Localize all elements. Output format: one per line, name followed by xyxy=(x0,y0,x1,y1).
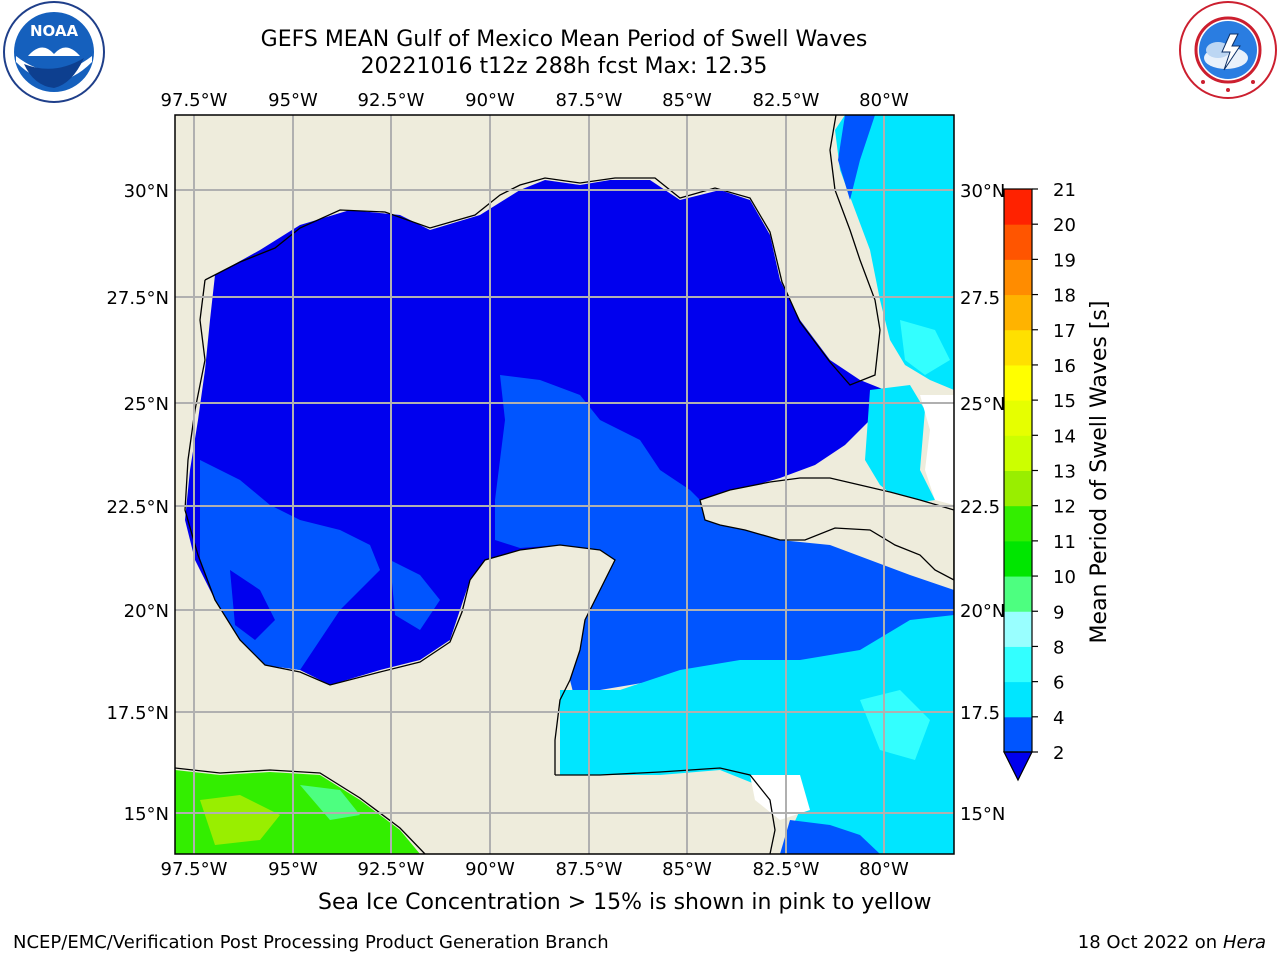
lat-label-right: 25°N xyxy=(960,394,1005,415)
lat-label-right: 30°N xyxy=(960,181,1005,202)
colorbar-segment xyxy=(1004,400,1032,436)
lat-label-left: 30°N xyxy=(124,181,169,202)
colorbar-segment xyxy=(1004,364,1032,401)
colorbar-tick-label: 11 xyxy=(1053,532,1076,553)
footer-left: NCEP/EMC/Verification Post Processing Pr… xyxy=(13,932,609,953)
colorbar-segment xyxy=(1004,611,1032,647)
colorbar-tick-label: 19 xyxy=(1053,250,1076,271)
caption: Sea Ice Concentration > 15% is shown in … xyxy=(318,890,932,915)
cuba-island xyxy=(699,477,954,581)
colorbar-tick-label: 6 xyxy=(1053,673,1064,694)
lat-label-left: 27.5°N xyxy=(106,288,169,309)
chart-title: GEFS MEAN Gulf of Mexico Mean Period of … xyxy=(260,27,868,52)
footer-host: Hera xyxy=(1222,932,1266,953)
lat-label-left: 15°N xyxy=(124,804,169,825)
colorbar-segment xyxy=(1004,224,1032,260)
lon-label-top: 82.5°W xyxy=(753,90,820,111)
map-frame xyxy=(174,114,955,855)
lat-label-right: 22.5 xyxy=(960,497,1000,518)
honduras-coast xyxy=(555,767,776,854)
colorbar: 2 4 6 8 9 10 11 12 13 14 15 16 17 18 19 20 21 xyxy=(1003,180,1076,782)
lat-label-right: 20°N xyxy=(960,601,1005,622)
mexico-gulf-coast xyxy=(184,279,471,686)
lon-label-bottom: 90°W xyxy=(465,859,515,880)
pacific-swell-patch xyxy=(300,785,360,820)
lon-label-top: 92.5°W xyxy=(358,90,425,111)
gulf-swell-patch xyxy=(390,560,440,630)
us-gulf-coast xyxy=(204,115,881,386)
colorbar-tick-label: 13 xyxy=(1053,462,1076,483)
lon-label-bottom: 80°W xyxy=(859,859,909,880)
colorbar-extend-arrow xyxy=(1003,751,1033,782)
lon-label-top: 85°W xyxy=(662,90,712,111)
colorbar-tick-label: 10 xyxy=(1053,567,1076,588)
caribbean-swell-patch xyxy=(780,820,880,854)
lon-label-bottom: 87.5°W xyxy=(556,859,623,880)
colorbar-tick-label: 21 xyxy=(1053,180,1076,201)
lat-label-left: 25°N xyxy=(124,394,169,415)
lat-label-left: 22.5°N xyxy=(106,497,169,518)
grid xyxy=(175,115,954,854)
colorbar-segment xyxy=(1004,576,1032,612)
no-data-area xyxy=(750,775,810,820)
caribbean-swell-region xyxy=(495,375,954,700)
colorbar-segment xyxy=(1004,540,1032,577)
colorbar-tick-label: 20 xyxy=(1053,215,1076,236)
lat-label-right: 27.5 xyxy=(960,288,1000,309)
colorbar-tick-label: 8 xyxy=(1053,637,1064,658)
lon-label-top: 97.5°W xyxy=(161,90,228,111)
atlantic-swell-region xyxy=(835,115,954,390)
colorbar-tick-label: 18 xyxy=(1053,286,1076,307)
colorbar-segment xyxy=(1004,505,1032,542)
colorbar-tick-label: 4 xyxy=(1053,708,1064,729)
colorbar-segment xyxy=(1004,189,1032,225)
colorbar-segment xyxy=(1004,646,1032,683)
lon-label-bottom: 97.5°W xyxy=(161,859,228,880)
pacific-swell-patch xyxy=(200,795,280,845)
colorbar-tick-label: 12 xyxy=(1053,497,1076,518)
atlantic-swell-patch xyxy=(838,115,875,200)
colorbar-tick-label: 15 xyxy=(1053,391,1076,412)
nws-logo xyxy=(1179,1,1277,99)
caribbean-swell-patch xyxy=(560,615,954,854)
lon-label-top: 95°W xyxy=(268,90,318,111)
lon-label-top: 90°W xyxy=(465,90,515,111)
gulf-swell-patch xyxy=(230,570,275,640)
footer-right: 18 Oct 2022 on Hera xyxy=(1078,932,1266,953)
colorbar-segment xyxy=(1004,435,1032,471)
lon-label-bottom: 95°W xyxy=(268,859,318,880)
yucatan-coast xyxy=(469,544,616,775)
colorbar-segment xyxy=(1004,294,1032,331)
lon-label-top: 80°W xyxy=(859,90,909,111)
footer-date: 18 Oct 2022 on xyxy=(1077,932,1223,953)
atlantic-swell-patch xyxy=(900,320,950,375)
noaa-logo-text: NOAA xyxy=(30,22,79,40)
lat-label-left: 20°N xyxy=(124,601,169,622)
lat-label-right: 17.5 xyxy=(960,703,1000,724)
pacific-coast xyxy=(175,767,426,854)
lon-label-bottom: 82.5°W xyxy=(753,859,820,880)
colorbar-label: Mean Period of Swell Waves [s] xyxy=(1087,301,1112,644)
colorbar-tick-label: 2 xyxy=(1053,743,1064,764)
lat-label-right: 15°N xyxy=(960,804,1005,825)
caribbean-swell-patch xyxy=(865,385,935,505)
colorbar-segment xyxy=(1004,681,1032,718)
lon-label-bottom: 85°W xyxy=(662,859,712,880)
colorbar-tick-label: 16 xyxy=(1053,356,1076,377)
colorbar-tick-label: 14 xyxy=(1053,426,1076,447)
lon-label-bottom: 92.5°W xyxy=(358,859,425,880)
noaa-logo: NOAA xyxy=(3,1,105,103)
lon-label-top: 87.5°W xyxy=(556,90,623,111)
colorbar-segment xyxy=(1004,329,1032,366)
colorbar-tick-label: 17 xyxy=(1053,321,1076,342)
no-data-area xyxy=(920,395,954,505)
colorbar-tick-label: 9 xyxy=(1053,602,1064,623)
caribbean-swell-patch xyxy=(860,690,930,760)
lat-label-left: 17.5°N xyxy=(106,703,169,724)
chart-subtitle: 20221016 t12z 288h fcst Max: 12.35 xyxy=(360,54,768,79)
colorbar-segment xyxy=(1004,470,1032,507)
colorbar-segment xyxy=(1004,716,1032,753)
colorbar-segment xyxy=(1004,259,1032,296)
